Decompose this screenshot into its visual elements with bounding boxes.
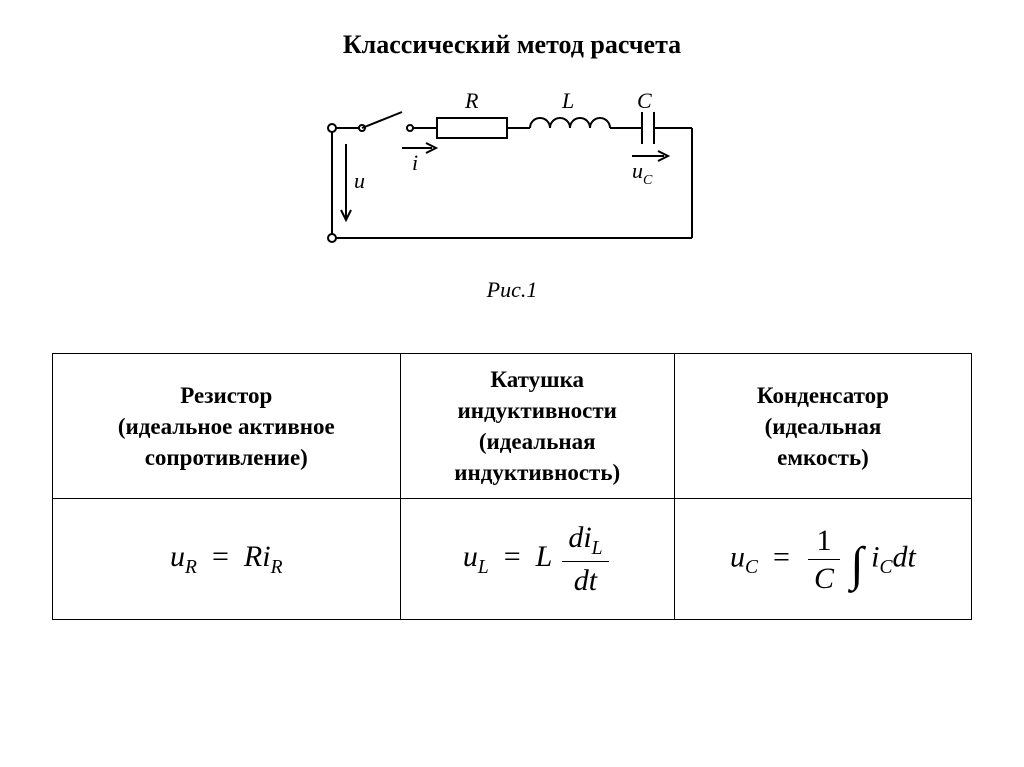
formula-resistor: uR = RiR	[53, 499, 401, 620]
label-u: u	[354, 168, 365, 193]
table-formula-row: uR = RiR uL = L diL dt uC = 1 C	[53, 499, 972, 620]
formula-inductor: uL = L diL dt	[400, 499, 674, 620]
col-header-capacitor: Конденсатор (идеальная емкость)	[674, 354, 971, 499]
figure-caption: Рис.1	[0, 277, 1024, 303]
label-R: R	[464, 88, 479, 113]
circuit-figure: R L C u i uC Рис.1	[0, 78, 1024, 303]
components-table: Резистор (идеальное активное сопротивлен…	[52, 353, 972, 620]
label-uC: uC	[632, 158, 653, 188]
rlc-circuit-diagram: R L C u i uC	[302, 78, 722, 268]
label-C: C	[637, 88, 652, 113]
table-header-row: Резистор (идеальное активное сопротивлен…	[53, 354, 972, 499]
formula-capacitor: uC = 1 C ∫ iCdt	[674, 499, 971, 620]
label-i: i	[412, 150, 418, 175]
col-header-resistor: Резистор (идеальное активное сопротивлен…	[53, 354, 401, 499]
label-L: L	[561, 88, 574, 113]
col-header-inductor: Катушка индуктивности (идеальная индукти…	[400, 354, 674, 499]
page-title: Классический метод расчета	[0, 30, 1024, 60]
